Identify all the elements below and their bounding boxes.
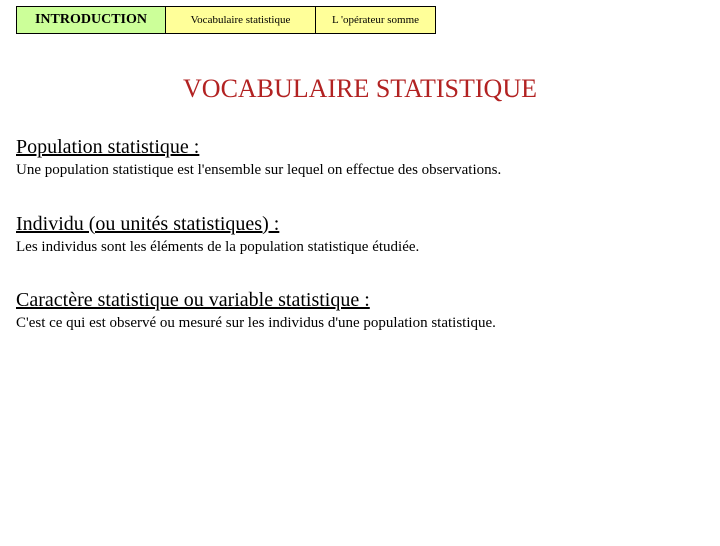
content: Population statistique : Une population … <box>16 136 704 334</box>
term-definition: Une population statistique est l'ensembl… <box>16 161 704 181</box>
tab-vocabulaire[interactable]: Vocabulaire statistique <box>166 6 316 34</box>
term-definition: Les individus sont les éléments de la po… <box>16 238 704 258</box>
term-definition: C'est ce qui est observé ou mesuré sur l… <box>16 314 704 334</box>
page: INTRODUCTION Vocabulaire statistique L '… <box>0 6 720 546</box>
term-heading: Individu (ou unités statistiques) : <box>16 213 704 236</box>
tab-bar: INTRODUCTION Vocabulaire statistique L '… <box>16 6 720 34</box>
tab-introduction[interactable]: INTRODUCTION <box>16 6 166 34</box>
term-heading: Population statistique : <box>16 136 704 159</box>
page-title: VOCABULAIRE STATISTIQUE <box>0 74 720 104</box>
tab-operateur-somme[interactable]: L 'opérateur somme <box>316 6 436 34</box>
term-heading: Caractère statistique ou variable statis… <box>16 289 704 312</box>
